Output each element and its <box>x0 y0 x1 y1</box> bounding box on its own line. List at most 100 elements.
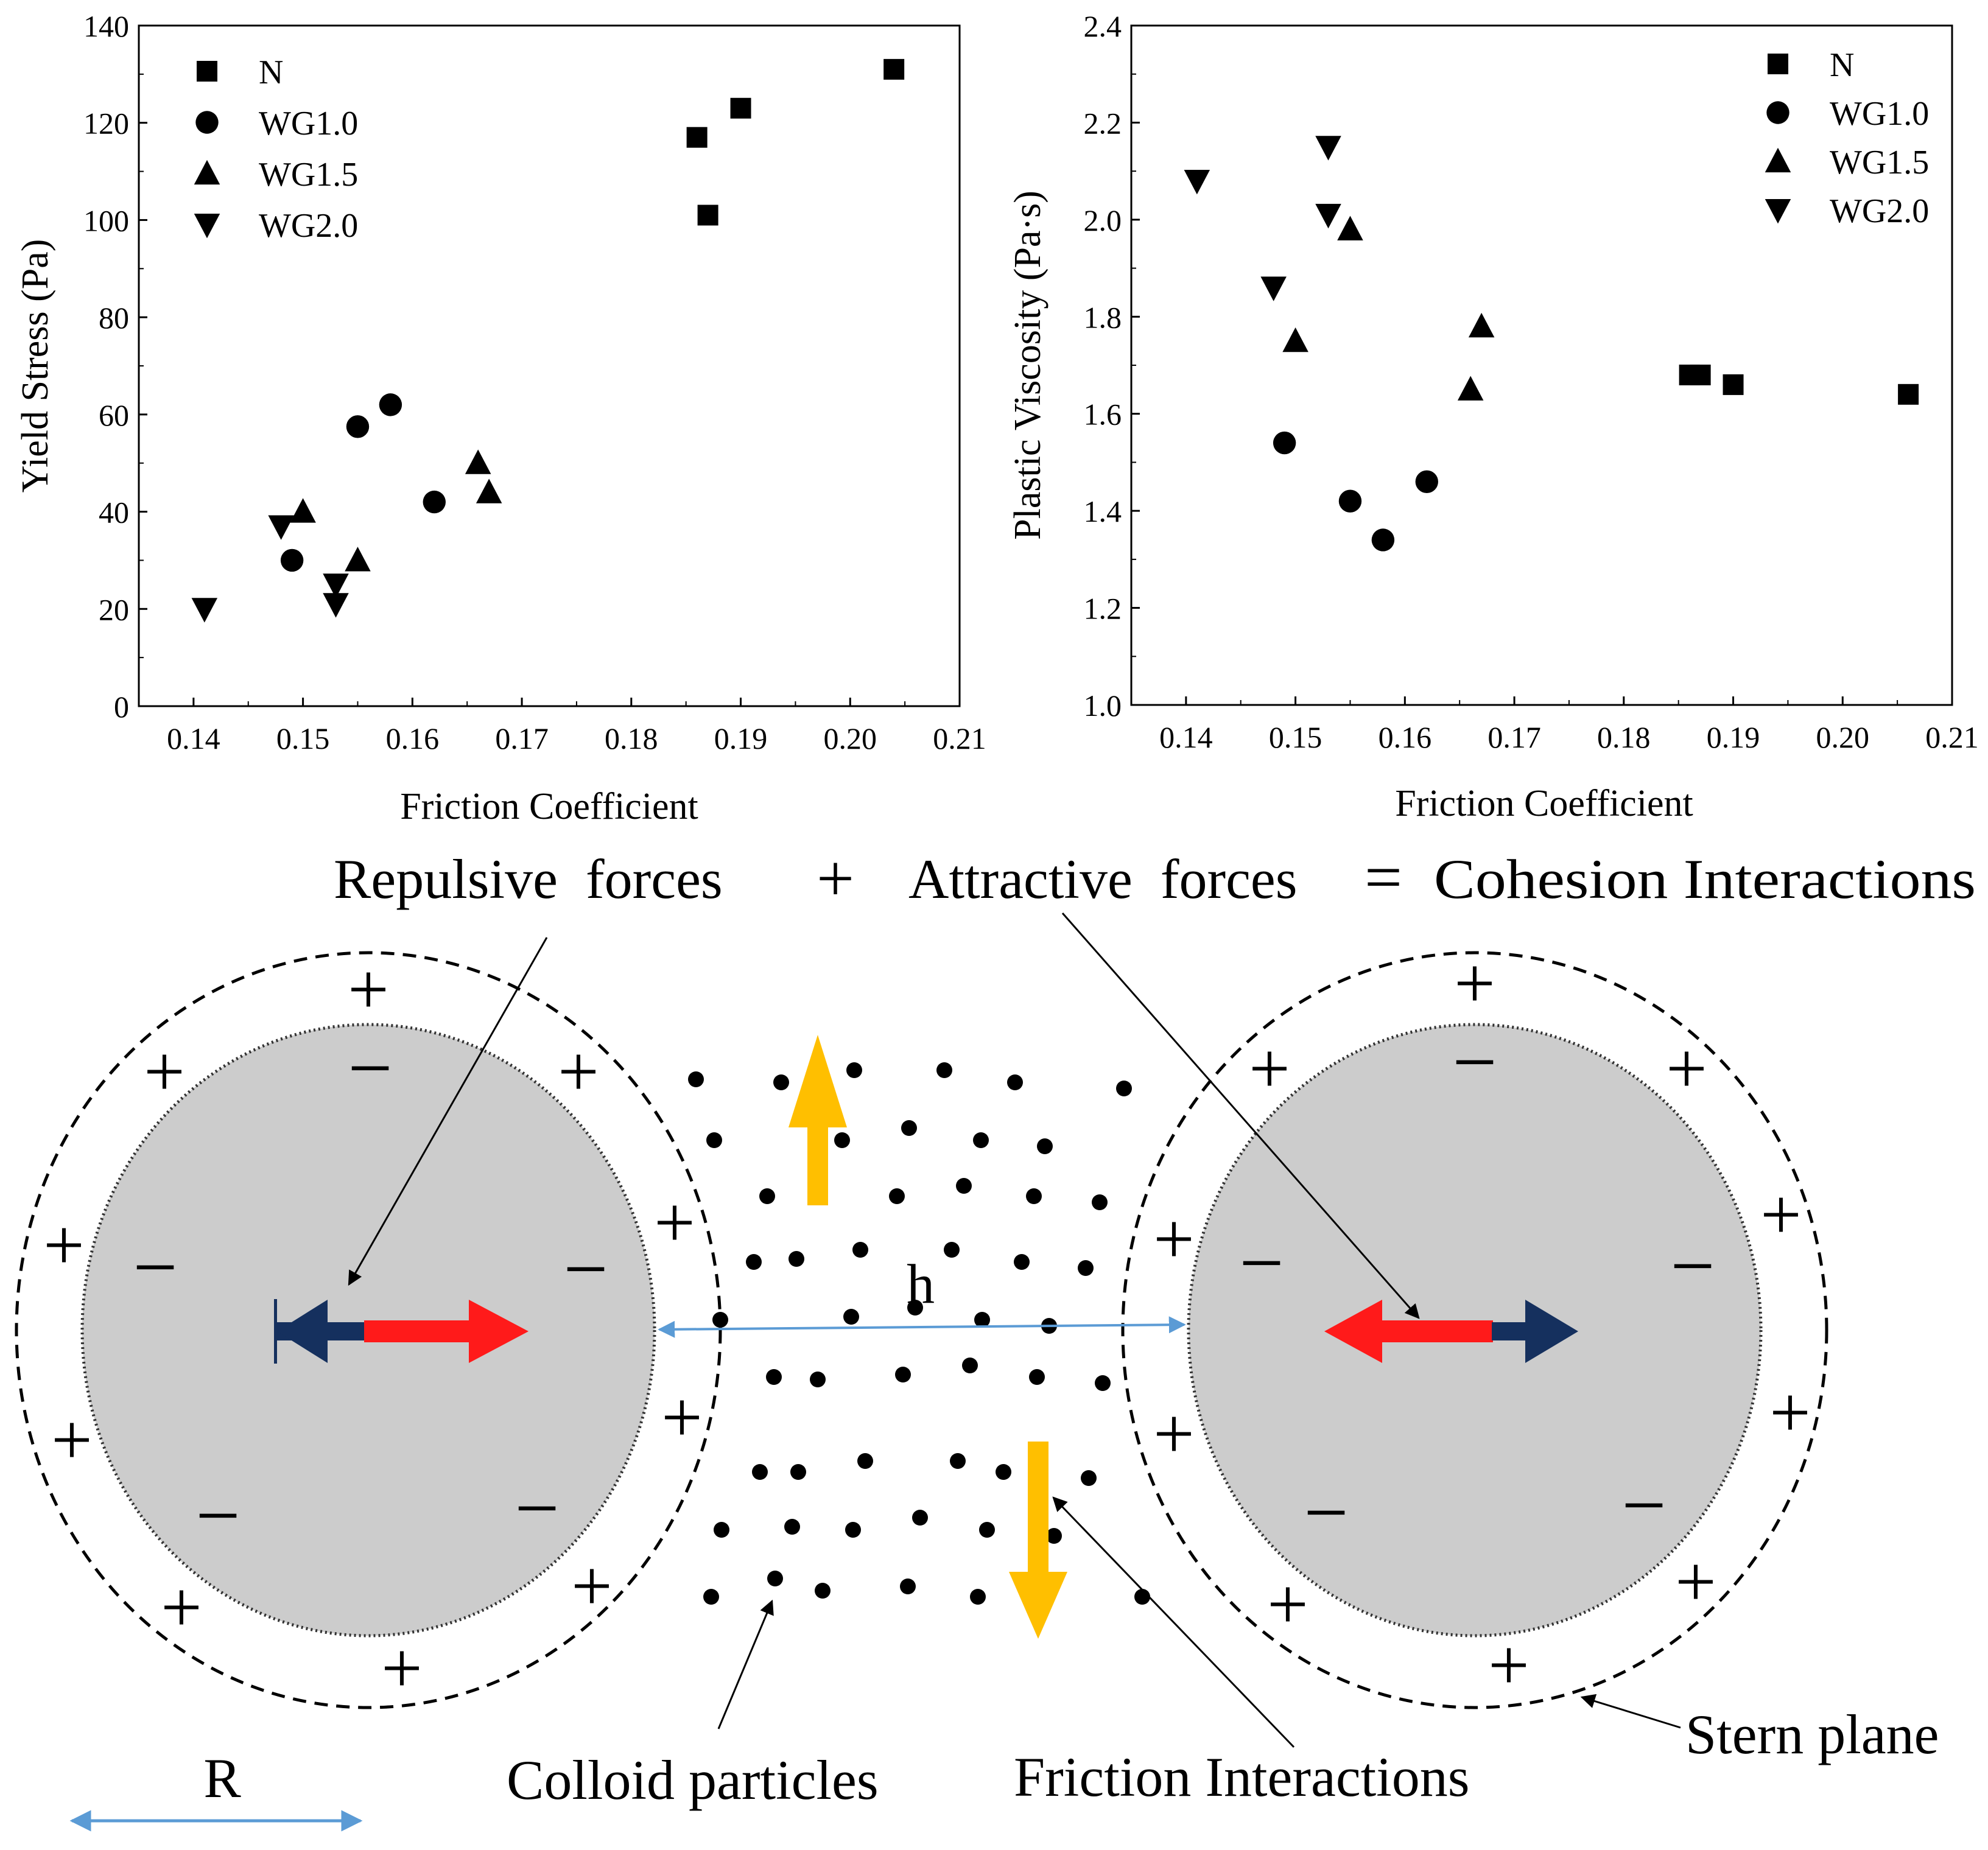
chart1-y-axis-ticks: 0 20 40 60 80 100 120 140 <box>83 9 147 724</box>
right-outer-positive-charge: + <box>1153 1199 1195 1280</box>
c2-point-wg1-0 <box>1273 431 1296 455</box>
left-surface-negative-charge: − <box>133 1224 177 1311</box>
equals-operator: = <box>1365 840 1402 914</box>
c2-point-wg2-0 <box>1315 203 1341 229</box>
c1-point-wg2-0 <box>268 515 294 540</box>
left-outer-positive-charge: + <box>144 1031 185 1112</box>
right-outer-positive-charge: + <box>1675 1541 1716 1622</box>
c1-point-wg2-0 <box>323 593 349 618</box>
c1-ytick-label: 0 <box>114 690 129 724</box>
colloid-particle-dot <box>889 1188 905 1204</box>
c2-ytick-label: 1.2 <box>1084 592 1122 626</box>
c2-point-wg1-0 <box>1338 489 1362 513</box>
c1-xtick-label: 0.18 <box>605 721 658 755</box>
c2-xtick-label: 0.15 <box>1269 720 1322 754</box>
c2-point-wg1-0 <box>1415 470 1438 494</box>
left-outer-positive-charge: + <box>348 949 389 1030</box>
left-force-arrows <box>274 1299 529 1364</box>
repulsive-pointer-line <box>348 937 548 1286</box>
c2-point-wg1-5 <box>1337 215 1363 240</box>
colloid-particle-dot <box>1007 1074 1023 1090</box>
c2-point-wg2-0 <box>1315 136 1341 161</box>
c1-legend-label: N <box>259 54 283 91</box>
c2-xtick-label: 0.20 <box>1816 720 1870 754</box>
c1-point-wg1-0 <box>423 490 446 514</box>
c1-point-wg1-5 <box>345 547 371 572</box>
c2-point-wg1-5 <box>1468 312 1495 338</box>
c1-xtick-label: 0.20 <box>824 721 877 755</box>
c2-xtick-label: 0.21 <box>1925 720 1979 754</box>
c1-ytick-label: 80 <box>99 301 129 335</box>
c2-xtick-label: 0.19 <box>1707 720 1760 754</box>
colloid-particle-dot <box>901 1120 917 1136</box>
c1-legend-label: WG1.5 <box>259 156 358 194</box>
colloid-particle-dot <box>979 1522 995 1538</box>
c1-point-n <box>697 205 718 226</box>
colloid-particle-dot <box>996 1464 1011 1480</box>
right-outer-positive-charge: + <box>1153 1393 1195 1474</box>
friction-pointer-line <box>1052 1496 1295 1748</box>
colloid-particle-dot <box>767 1571 783 1586</box>
colloid-particle-dot <box>790 1464 806 1480</box>
c1-point-wg1-5 <box>476 478 502 503</box>
colloid-particle-dot <box>759 1188 775 1204</box>
c1-legend-marker <box>197 61 217 82</box>
left-attractive-arrow-shaft <box>323 1322 365 1340</box>
chart2-y-axis-label: Plastic Viscosity (Pa·s) <box>1007 191 1048 540</box>
c2-ytick-label: 1.0 <box>1084 688 1122 723</box>
right-attractive-arrow-shaft <box>1492 1322 1530 1340</box>
stern-plane-label: Stern plane <box>1685 1703 1939 1765</box>
colloid-particle-dot <box>956 1178 972 1194</box>
chart2-x-axis-label: Friction Coefficient <box>1395 783 1693 824</box>
friction-arrow-down-shaft <box>1028 1442 1048 1574</box>
colloid-particle-dot <box>784 1519 800 1535</box>
right-surface-negative-charge: − <box>1452 1018 1497 1106</box>
c1-legend-label: WG1.0 <box>259 105 358 142</box>
cohesion-interactions-label: Cohesion Interactions <box>1434 848 1976 910</box>
c2-xtick-label: 0.18 <box>1597 720 1651 754</box>
colloid-particles-label: Colloid particles <box>507 1749 879 1811</box>
c1-xtick-label: 0.16 <box>386 721 440 755</box>
c1-ytick-label: 140 <box>83 9 129 43</box>
colloid-particle-dot <box>1029 1369 1045 1385</box>
radius-label: R <box>203 1747 241 1809</box>
c2-ytick-label: 2.2 <box>1084 106 1122 140</box>
friction-interactions-label: Friction Interactions <box>1014 1746 1470 1808</box>
left-outer-positive-charge: + <box>43 1205 85 1286</box>
colloid-particle-dot <box>895 1367 911 1382</box>
colloid-particle-dot <box>852 1242 868 1258</box>
friction-arrows <box>789 1035 1067 1639</box>
c2-ytick-label: 1.6 <box>1084 398 1122 432</box>
left-outer-positive-charge: + <box>661 1377 703 1458</box>
chart2-x-axis-ticks: 0.14 0.15 0.16 0.17 0.18 0.19 0.20 0.21 <box>1159 696 1979 754</box>
chart1-legend: N WG1.0 WG1.5 WG2.0 <box>194 54 358 245</box>
c2-legend-label: N <box>1830 46 1854 84</box>
c2-legend-label: WG2.0 <box>1830 192 1929 230</box>
c2-legend-label: WG1.5 <box>1830 144 1929 181</box>
chart2-legend: N WG1.0 WG1.5 WG2.0 <box>1765 46 1929 230</box>
gap-distance-arrow <box>658 1316 1186 1338</box>
c2-xtick-label: 0.16 <box>1379 720 1432 754</box>
surface-charges: ++ ++ ++ ++ ++−− −− −++ ++++ ++ ++−− −− − <box>43 943 1811 1709</box>
c1-xtick-label: 0.19 <box>714 721 768 755</box>
colloid-particle-dot <box>746 1254 762 1270</box>
right-surface-negative-charge: − <box>1670 1222 1715 1310</box>
c1-xtick-label: 0.17 <box>495 721 549 755</box>
right-surface-negative-charge: − <box>1239 1219 1284 1307</box>
colloid-particle-dot <box>766 1369 782 1385</box>
c2-point-wg1-5 <box>1282 327 1308 352</box>
c2-point-wg2-0 <box>1184 170 1210 195</box>
c1-legend-marker <box>194 213 220 239</box>
colloid-particle-dot <box>706 1132 722 1148</box>
right-outer-positive-charge: + <box>1267 1564 1308 1645</box>
c1-ytick-label: 20 <box>99 592 129 626</box>
left-surface-negative-charge: − <box>195 1472 240 1560</box>
c2-legend-label: WG1.0 <box>1830 95 1929 133</box>
chart2-data-points <box>1184 136 1919 552</box>
c1-point-wg1-0 <box>346 415 370 438</box>
right-outer-positive-charge: + <box>1249 1028 1290 1109</box>
right-force-arrows <box>1324 1300 1578 1363</box>
c2-legend-marker <box>1765 198 1791 224</box>
left-repulsive-arrow-shaft <box>364 1320 474 1342</box>
